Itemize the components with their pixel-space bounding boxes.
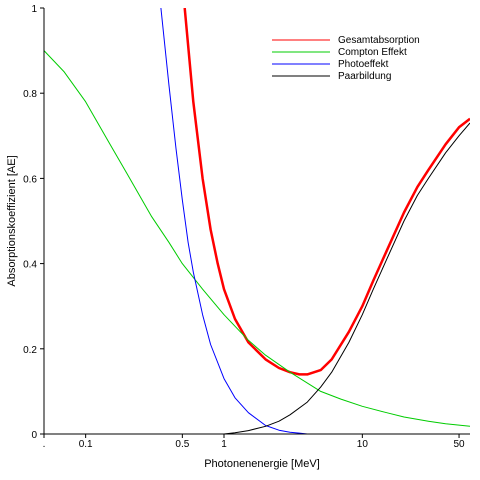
series-line-compton-effekt <box>44 50 470 427</box>
y-tick-label-3: 0.6 <box>23 174 37 185</box>
y-axis-label: Absorptionskoeffizient [AE] <box>6 155 18 286</box>
series-line-photoeffekt <box>160 8 308 434</box>
legend-label-3: Paarbildung <box>338 71 391 82</box>
x-tick-label-0: . <box>43 439 46 450</box>
y-tick-label-2: 0.4 <box>23 260 37 271</box>
legend-label-0: Gesamtabsorption <box>338 35 420 46</box>
x-tick-label-1: 0.1 <box>79 439 93 450</box>
x-ticks: . 0.1 0.5 1 10 50 <box>43 434 465 450</box>
x-tick-label-3: 1 <box>221 439 227 450</box>
y-tick-label-0: 0 <box>31 430 37 441</box>
series-line-gesamtabsorption <box>183 8 470 376</box>
series-line-paarbildung <box>223 122 470 434</box>
y-tick-label-4: 0.8 <box>23 89 37 100</box>
x-tick-label-2: 0.5 <box>175 439 189 450</box>
legend-label-1: Compton Effekt <box>338 47 407 58</box>
x-tick-label-5: 50 <box>453 439 465 450</box>
legend-label-2: Photoeffekt <box>338 59 389 70</box>
x-axis-label: Photonenenergie [MeV] <box>204 458 320 470</box>
y-tick-label-5: 1 <box>31 4 37 15</box>
plot-curves <box>44 8 470 434</box>
y-tick-label-1: 0.2 <box>23 345 37 356</box>
x-tick-label-4: 10 <box>357 439 369 450</box>
y-ticks: 0 0.2 0.4 0.6 0.8 1 <box>23 4 44 441</box>
axes <box>43 8 470 435</box>
